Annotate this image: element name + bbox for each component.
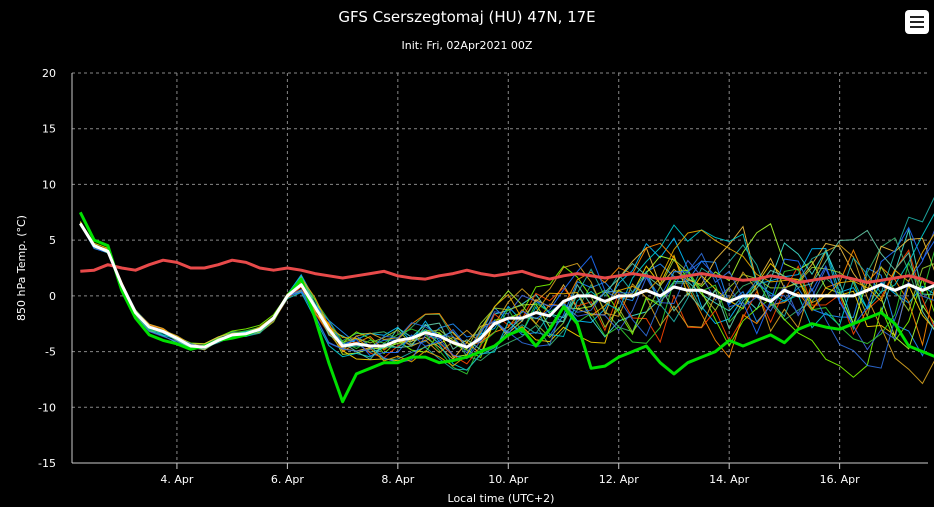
y-axis-ticks: -15 -10 -5 0 5 10 15 20 [38,67,56,470]
chart-title: GFS Cserszegtomaj (HU) 47N, 17E [338,8,596,26]
x-tick-label: 4. Apr [160,473,193,486]
ensemble-member-line [79,221,934,350]
series-line-control-run [78,211,934,404]
y-tick-label: 5 [49,234,56,247]
x-tick-label: 8. Apr [381,473,414,486]
x-tick-label: 12. Apr [599,473,639,486]
x-tick-label: 16. Apr [820,473,860,486]
y-tick-label: 10 [42,178,56,191]
menu-button[interactable] [905,10,929,34]
highlight-series [78,211,934,404]
y-tick-label: -10 [38,401,56,414]
series-line-climatology [80,258,934,286]
x-axis-ticks: 4. Apr 6. Apr 8. Apr 10. Apr 12. Apr 14. Apr 1… [160,473,860,486]
chart-subtitle: Init: Fri, 02Apr2021 00Z [401,39,533,52]
y-axis-label: 850 hPa Temp. (°C) [15,215,28,321]
x-tick-label: 14. Apr [709,473,749,486]
y-tick-label: -5 [45,346,56,359]
y-tick-label: 20 [42,67,56,80]
ensemble-member-line [79,221,934,378]
y-tick-label: 0 [49,290,56,303]
y-tick-label: -15 [38,457,56,470]
hamburger-icon [910,16,924,18]
series-line-ensemble-mean [79,222,934,349]
x-tick-label: 6. Apr [271,473,304,486]
x-tick-label: 10. Apr [488,473,528,486]
y-tick-label: 15 [42,123,56,136]
ensemble-member-line [79,224,934,385]
x-axis-label: Local time (UTC+2) [448,492,555,505]
